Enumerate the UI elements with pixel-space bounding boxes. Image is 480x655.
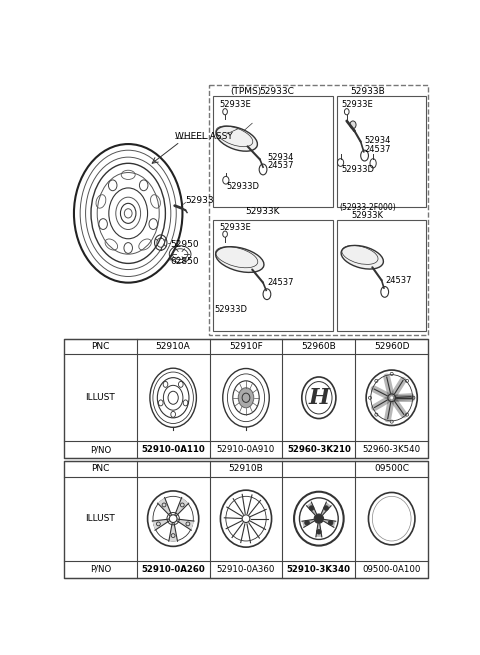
- Text: H: H: [308, 386, 329, 409]
- Text: 52933E: 52933E: [219, 223, 251, 232]
- Polygon shape: [324, 519, 336, 527]
- Text: 52960-3K210: 52960-3K210: [287, 445, 351, 454]
- Ellipse shape: [324, 506, 328, 510]
- Polygon shape: [169, 523, 178, 541]
- Text: ILLUST: ILLUST: [85, 393, 115, 402]
- Text: ILLUST: ILLUST: [85, 514, 115, 523]
- Text: 09500-0A100: 09500-0A100: [362, 565, 421, 574]
- Text: (52933-2F000): (52933-2F000): [339, 204, 396, 212]
- Polygon shape: [152, 519, 169, 530]
- Text: WHEEL ASSY: WHEEL ASSY: [175, 132, 232, 141]
- Text: 52960D: 52960D: [374, 342, 409, 351]
- Text: 52933K: 52933K: [352, 211, 384, 220]
- Text: 52910-3K340: 52910-3K340: [287, 565, 351, 574]
- Ellipse shape: [350, 121, 356, 128]
- Text: 24537: 24537: [268, 278, 294, 287]
- Ellipse shape: [314, 514, 324, 523]
- Text: 52934: 52934: [268, 153, 294, 162]
- Text: 52933D: 52933D: [227, 182, 260, 191]
- Polygon shape: [307, 502, 316, 515]
- Text: (TPMS): (TPMS): [230, 87, 262, 96]
- Ellipse shape: [238, 388, 254, 408]
- Text: 52933E: 52933E: [341, 100, 373, 109]
- Text: 62850: 62850: [170, 257, 199, 267]
- Text: P/NO: P/NO: [90, 565, 111, 574]
- Text: PNC: PNC: [91, 342, 109, 351]
- Bar: [209, 84, 428, 335]
- Text: 52933C: 52933C: [260, 87, 294, 96]
- Polygon shape: [175, 498, 189, 515]
- Ellipse shape: [328, 520, 333, 525]
- Text: 52910F: 52910F: [229, 342, 263, 351]
- Text: 52933D: 52933D: [341, 165, 374, 174]
- Text: 52950: 52950: [170, 240, 199, 249]
- Ellipse shape: [341, 246, 384, 269]
- Bar: [336, 96, 426, 207]
- Bar: [213, 219, 333, 331]
- Text: 52933D: 52933D: [214, 305, 247, 314]
- Ellipse shape: [216, 126, 257, 151]
- Bar: [64, 339, 428, 458]
- Text: 24537: 24537: [365, 145, 391, 154]
- Text: 52910A: 52910A: [156, 342, 191, 351]
- Text: 52910-0A910: 52910-0A910: [217, 445, 275, 454]
- Text: P/NO: P/NO: [90, 445, 111, 454]
- Bar: [213, 96, 333, 207]
- Text: 09500C: 09500C: [374, 464, 409, 474]
- Text: 52960-3K540: 52960-3K540: [362, 445, 421, 454]
- Bar: [336, 219, 426, 331]
- Text: 52960B: 52960B: [301, 342, 336, 351]
- Text: 52933: 52933: [186, 196, 214, 205]
- Ellipse shape: [305, 520, 310, 525]
- Text: 52933B: 52933B: [350, 87, 385, 96]
- Text: 24537: 24537: [268, 161, 294, 170]
- Text: 52910-0A110: 52910-0A110: [141, 445, 205, 454]
- Polygon shape: [302, 519, 314, 527]
- Ellipse shape: [316, 529, 321, 534]
- Text: 52934: 52934: [365, 136, 391, 145]
- Ellipse shape: [216, 247, 264, 272]
- Text: PNC: PNC: [91, 464, 109, 474]
- Polygon shape: [157, 498, 171, 515]
- Text: 52910B: 52910B: [228, 464, 264, 474]
- Text: 24537: 24537: [385, 276, 412, 285]
- Polygon shape: [177, 519, 194, 530]
- Text: 52933E: 52933E: [219, 100, 251, 109]
- Polygon shape: [316, 524, 322, 537]
- Polygon shape: [321, 502, 331, 515]
- Text: 52933K: 52933K: [245, 206, 279, 215]
- Text: 52910-0A260: 52910-0A260: [141, 565, 205, 574]
- Bar: [64, 461, 428, 578]
- Ellipse shape: [309, 506, 314, 510]
- Text: 52910-0A360: 52910-0A360: [217, 565, 275, 574]
